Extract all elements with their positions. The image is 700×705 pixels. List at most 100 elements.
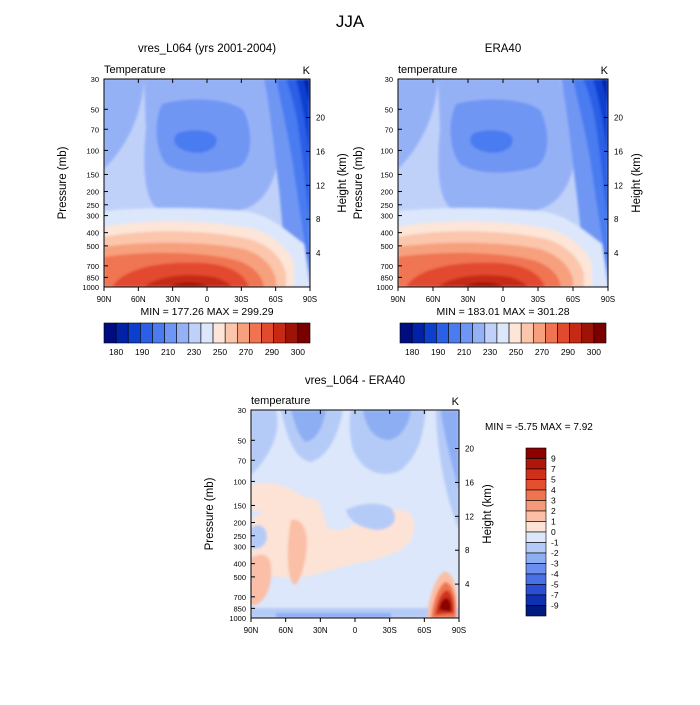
y-tick-label: 30 [91, 75, 99, 84]
y-tick-label: 50 [91, 105, 99, 114]
colorbar-swatch [140, 322, 153, 344]
panel-title: vres_L064 - ERA40 [305, 375, 405, 387]
contour-band [346, 503, 396, 530]
colorbar: 180 190 210 230 250 270 290 300 [103, 322, 311, 357]
y-tick-label: 250 [380, 201, 393, 210]
colorbar-swatch [472, 322, 486, 344]
colorbar-swatch [423, 322, 437, 344]
contour-band [296, 79, 310, 169]
colorbar-swatch [249, 322, 262, 344]
colorbar-swatch [525, 468, 547, 480]
height-tick-label: 4 [614, 249, 619, 258]
stats-label: MIN = -5.75 MAX = 7.92 [485, 422, 593, 433]
colorbar-label: -3 [551, 559, 559, 569]
contour-band [398, 79, 438, 169]
colorbar-label: 270 [535, 347, 549, 357]
y-tick-label: 50 [238, 436, 246, 445]
height-tick-label: 20 [614, 114, 623, 123]
colorbar-swatch [525, 605, 547, 617]
y-tick-label: 50 [385, 105, 393, 114]
y-tick-label: 300 [380, 212, 393, 221]
height-tick-label: 16 [614, 147, 623, 156]
x-tick-label: 30S [234, 295, 248, 304]
colorbar-label: 300 [587, 347, 601, 357]
y-tick-label: 500 [233, 573, 246, 582]
y-tick-label: 850 [233, 604, 246, 613]
colorbar-swatch [508, 322, 522, 344]
y-tick-label: 700 [86, 262, 99, 271]
height-tick-label: 16 [316, 147, 325, 156]
contour-band [174, 130, 217, 153]
x-tick-label: 90S [452, 626, 466, 635]
colorbar-swatch [525, 531, 547, 543]
colorbar-swatch [545, 322, 558, 344]
panel-title: vres_L064 (yrs 2001-2004) [138, 43, 276, 55]
y-axis-label-right: Height (km) [482, 484, 494, 544]
colorbar-swatch [273, 322, 287, 344]
colorbar-label: 250 [213, 347, 227, 357]
colorbar-swatch [103, 322, 117, 344]
colorbar-swatch [460, 322, 474, 344]
y-tick-label: 250 [86, 201, 99, 210]
y-axis-label-right: Height (km) [337, 153, 349, 213]
contour-band [144, 275, 232, 287]
y-tick-label: 400 [233, 560, 246, 569]
stats-label: MIN = 177.26 MAX = 299.29 [140, 306, 273, 318]
colorbar-swatch [593, 322, 607, 344]
contour-field [398, 79, 608, 287]
y-tick-label: 70 [385, 125, 393, 134]
x-tick-label: 60S [269, 295, 283, 304]
colorbar-swatch [525, 542, 547, 554]
colorbar-swatch [525, 563, 547, 575]
colorbar-label: 230 [483, 347, 497, 357]
contour-band [439, 598, 452, 612]
colorbar-swatch [297, 322, 311, 344]
colorbar-swatch [200, 322, 214, 344]
x-tick-label: 60N [278, 626, 293, 635]
colorbar-swatch [557, 322, 570, 344]
y-tick-label: 30 [238, 406, 246, 415]
colorbar-swatch [525, 510, 547, 522]
x-tick-label: 90S [601, 295, 615, 304]
x-tick-label: 30N [313, 626, 328, 635]
y-tick-label: 100 [380, 146, 393, 155]
colorbar-swatch [399, 322, 413, 344]
height-tick-label: 4 [465, 580, 470, 589]
y-axis-label-right: Height (km) [631, 153, 643, 213]
colorbar-swatch [212, 322, 226, 344]
y-tick-label: 200 [86, 188, 99, 197]
height-tick-label: 8 [316, 215, 321, 224]
colorbar-swatch [411, 322, 425, 344]
colorbar-swatch [525, 500, 547, 512]
y-tick-label: 200 [233, 519, 246, 528]
y-axis-label: Pressure (mb) [204, 477, 216, 550]
contour-band [104, 79, 144, 169]
colorbar-label: -4 [551, 569, 559, 579]
y-tick-label: 200 [380, 188, 393, 197]
panel-era40: ERA40 temperature K [353, 43, 643, 357]
contour-band [251, 483, 308, 520]
x-tick-label: 60S [417, 626, 431, 635]
contour-band [583, 79, 608, 229]
colorbar-swatch [224, 322, 238, 344]
y-tick-label: 500 [86, 242, 99, 251]
height-tick-label: 12 [316, 181, 325, 190]
colorbar-label: 7 [551, 464, 556, 474]
colorbar-label: 190 [135, 347, 149, 357]
variable-label: temperature [398, 64, 457, 76]
colorbar-swatch [164, 322, 178, 344]
contour-band [470, 130, 513, 153]
colorbar-swatch [152, 322, 165, 344]
y-tick-label: 150 [86, 170, 99, 179]
x-tick-label: 60N [426, 295, 441, 304]
colorbar-label: -1 [551, 538, 559, 548]
colorbar: 180 190 210 230 250 270 290 300 [399, 322, 607, 357]
y-tick-label: 150 [233, 501, 246, 510]
contour-band [363, 410, 411, 440]
contour-band [303, 79, 310, 109]
y-axis-label: Pressure (mb) [353, 146, 365, 219]
colorbar-label: 5 [551, 475, 556, 485]
page-title: JJA [336, 12, 365, 31]
contour-field [104, 79, 310, 287]
y-tick-label: 400 [86, 229, 99, 238]
